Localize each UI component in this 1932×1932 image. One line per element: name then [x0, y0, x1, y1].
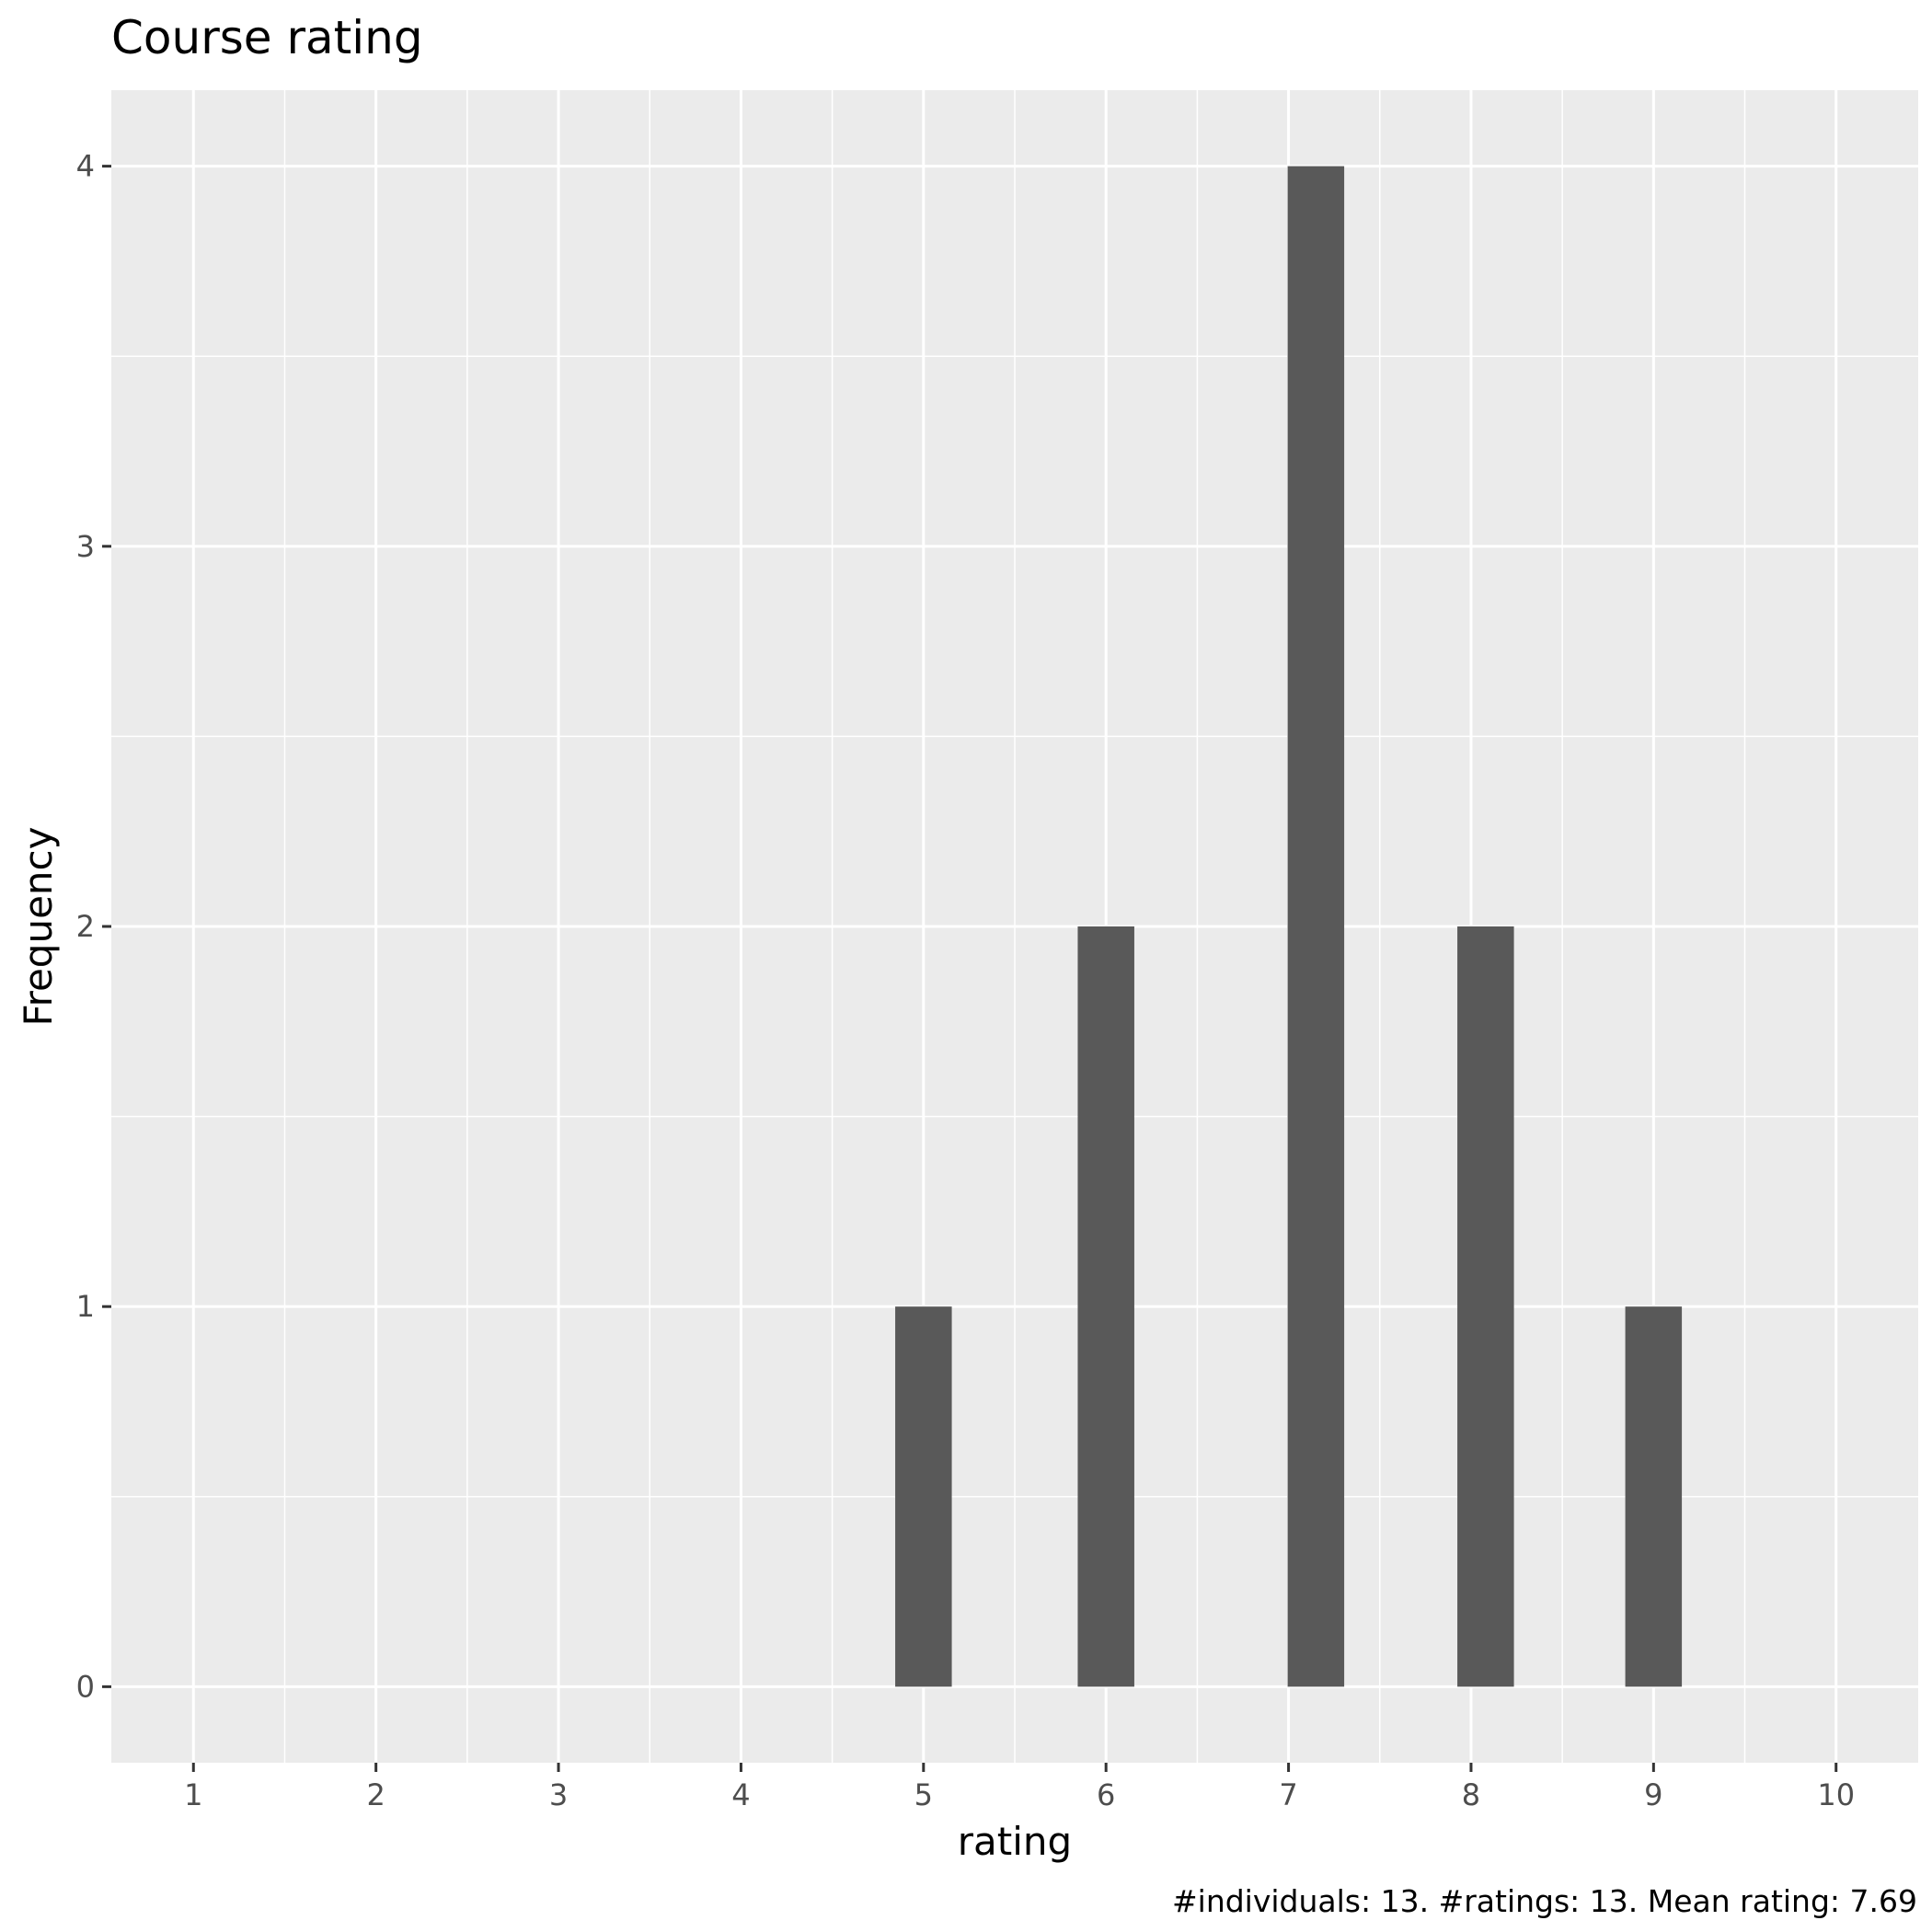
x-tick-label: 2 — [366, 1777, 385, 1812]
histogram-bar — [1077, 926, 1134, 1687]
x-tick-label: 6 — [1097, 1777, 1115, 1812]
histogram-bar — [1625, 1306, 1683, 1687]
x-tick-label: 5 — [914, 1777, 933, 1812]
x-axis-title: rating — [958, 1819, 1072, 1864]
y-axis-title: Frequency — [16, 827, 61, 1027]
y-axis: 0 1 2 3 4 — [76, 149, 111, 1704]
x-tick-label: 7 — [1279, 1777, 1297, 1812]
y-tick-label: 0 — [76, 1669, 95, 1704]
y-tick-label: 3 — [76, 529, 95, 564]
x-tick-label: 3 — [549, 1777, 568, 1812]
y-tick-label: 2 — [76, 909, 95, 944]
y-tick-label: 4 — [76, 149, 95, 184]
histogram-bar — [1457, 926, 1514, 1687]
bars-group — [895, 166, 1683, 1687]
chart-title: Course rating — [111, 11, 423, 64]
x-tick-label: 1 — [184, 1777, 202, 1812]
y-tick-label: 1 — [76, 1289, 95, 1324]
histogram-bar — [895, 1306, 952, 1687]
histogram-bar — [1287, 166, 1345, 1687]
chart-caption: #individuals: 13. #ratings: 13. Mean rat… — [1172, 1883, 1917, 1919]
x-tick-label: 4 — [731, 1777, 750, 1812]
x-tick-label: 9 — [1644, 1777, 1662, 1812]
x-axis: 1 2 3 4 5 6 7 8 9 10 — [184, 1763, 1855, 1812]
x-tick-label: 8 — [1462, 1777, 1480, 1812]
x-tick-label: 10 — [1817, 1777, 1855, 1812]
